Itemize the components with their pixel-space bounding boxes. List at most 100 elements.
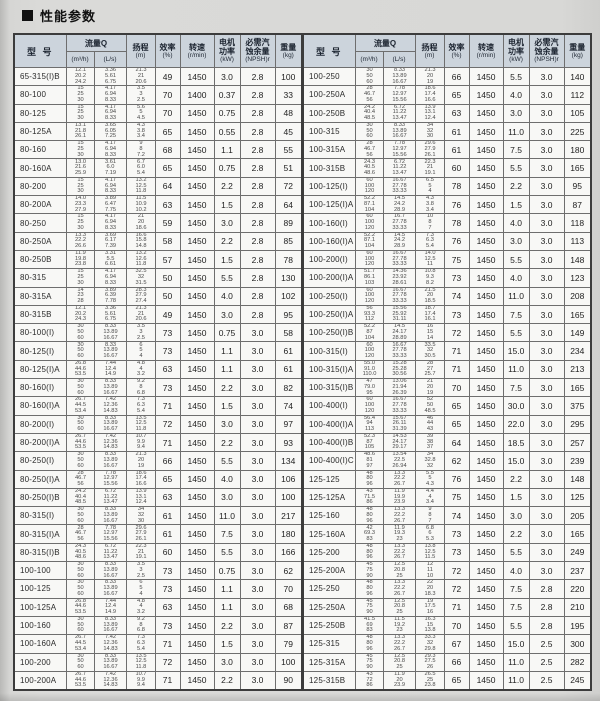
flow-m3h-value: 26.7 [74, 433, 86, 439]
flow-ls-value: 13.89 [391, 127, 407, 134]
table-row: 80-250(I) 30 50 60 8.33 13.89 16.67 21.3 20 19… [13, 451, 303, 471]
head-value: 32 [426, 640, 433, 646]
power-cell: 4.0 [502, 213, 530, 233]
flow-ls-value: 14.83 [102, 645, 118, 652]
table-row: 100-160 30 50 60 8.33 13.89 16.67 9.2 8 6.8 73… [13, 615, 303, 636]
flow-ls-value: 27.78 [391, 292, 407, 299]
flow-ls-value: 13.89 [102, 585, 118, 592]
efficiency-cell: 73 [154, 615, 181, 636]
pump-model-cell: 125-250 [302, 579, 356, 599]
flow-m3h-value: 50 [76, 567, 84, 573]
flow-m3h-value: 48 [365, 543, 373, 549]
table-row: 80-125(I)A 26.8 44.6 53.5 7.44 12.4 14.9 4.8… [13, 359, 303, 380]
flow-m3h-value: 60 [76, 591, 84, 597]
flow-m3h-cell: 60 100 120 [354, 396, 384, 416]
head-value: 32 [137, 274, 144, 280]
efficiency-cell: 73 [443, 268, 470, 288]
flow-ls-value: 8.33 [104, 451, 116, 458]
head-cell: 33.5 32 30.5 [414, 341, 445, 361]
power-cell: 5.5 [502, 542, 530, 563]
col-header-flow: 流量Q [65, 33, 127, 52]
flow-ls-cell: 16.67 27.78 33.33 [382, 176, 416, 197]
table-body-right: 100-250 30 50 60 8.33 13.89 16.67 21.3 20 19 6… [302, 66, 592, 691]
head-value: 9.2 [136, 616, 145, 622]
power-cell: 7.5 [213, 524, 241, 544]
speed-cell: 1450 [468, 121, 504, 142]
npsh-cell: 2.8 [239, 158, 276, 178]
npsh-cell: 3.0 [239, 670, 276, 691]
power-label2: 功率 [508, 47, 525, 56]
flow-m3h-cell: 15 25 30 [65, 140, 95, 160]
power-cell: 2.2 [213, 378, 241, 398]
head-cell: 22 20 18.3 [414, 579, 445, 599]
npsh-cell: 3.0 [528, 176, 565, 197]
flow-m3h-value: 60 [365, 177, 373, 183]
flow-m3h-cell: 52.2 87 104 [354, 323, 384, 343]
npsh-cell: 2.8 [239, 304, 276, 325]
head-cell: 16 15 14 [414, 323, 445, 343]
efficiency-cell: 72 [443, 323, 470, 343]
weight-cell: 166 [274, 542, 303, 563]
head-value: 20.6 [134, 78, 147, 85]
head-value: 26.1 [423, 151, 436, 158]
flow-m3h-value: 112 [364, 316, 374, 323]
speed-cell: 1450 [179, 341, 215, 361]
head-value: 16.6 [134, 481, 147, 487]
npsh-cell: 3.0 [239, 359, 276, 380]
efficiency-label: 效率 [448, 42, 465, 52]
table-row: 80-315B 12.1 20.2 24.3 3.36 5.61 6.75 21.3 21… [13, 304, 303, 325]
pump-model-cell: 125-125A [302, 487, 356, 508]
head-cell: 21 20 19 [414, 378, 445, 398]
efficiency-cell: 66 [443, 652, 470, 672]
flow-m3h-value: 52.2 [363, 232, 375, 238]
efficiency-cell: 65 [443, 414, 470, 434]
flow-ls-value: 13.3 [393, 470, 405, 476]
npsh-cell: 3.0 [528, 506, 565, 526]
section-title-label: 性能参数 [40, 9, 97, 24]
flow-ls-value: 3.89 [104, 195, 116, 202]
power-cell: 11.0 [502, 652, 530, 672]
head-value: 10 [426, 572, 433, 579]
col-header-weight: 重量 (kg) [563, 33, 592, 68]
flow-m3h-value: 24.3 [363, 158, 375, 165]
flow-m3h-cell: 28 46.7 56 [65, 469, 95, 489]
head-cell: 29.6 27.9 26.1 [414, 140, 445, 160]
head-value: 25.7 [423, 371, 436, 378]
weight-cell: 257 [563, 432, 592, 453]
flow-m3h-value: 30 [76, 506, 84, 513]
flow-m3h-value: 104 [364, 243, 374, 250]
npsh-cell: 3.0 [239, 451, 276, 471]
npsh-cell: 3.0 [528, 487, 565, 508]
head-value: 34 [426, 451, 433, 458]
npsh-cell: 2.8 [239, 231, 276, 251]
table-row: 100-160(I) 60 100 120 16.7 27.78 33.33 10 8 7 … [302, 213, 592, 233]
flow-m3h-value: 72 [365, 676, 373, 683]
speed-cell: 1450 [468, 304, 504, 325]
head-value: 4.3 [425, 195, 434, 202]
power-cell: 3.0 [502, 103, 530, 123]
npsh-cell: 3.0 [528, 103, 565, 123]
efficiency-cell: 72 [154, 652, 181, 672]
flow-m3h-value: 120 [364, 408, 374, 414]
flow-ls-value: 13.47 [102, 499, 118, 506]
flow-m3h-value: 120 [364, 353, 374, 359]
head-value: 6.5 [425, 177, 434, 183]
flow-ls-value: 6.47 [104, 201, 116, 207]
flow-m3h-value: 14 [76, 287, 84, 293]
head-unit: (m) [424, 51, 435, 59]
speed-cell: 1450 [468, 561, 504, 581]
head-value: 4.3 [425, 481, 434, 487]
efficiency-cell: 71 [154, 432, 181, 453]
table-row: 100-125A 26.8 44.6 53.5 7.44 12.4 14.9 4.8 4 3… [13, 597, 303, 617]
pump-model-cell: 100-200(I)A [302, 268, 356, 288]
power-cell: 2.2 [213, 231, 241, 251]
flow-m3h-value: 100 [364, 182, 374, 189]
weight-cell: 113 [563, 231, 592, 251]
head-value: 11.8 [135, 426, 146, 433]
efficiency-cell: 58 [154, 231, 181, 251]
flow-ls-cell: 13.3 22.2 26.7 [382, 634, 416, 654]
flow-ls-value: 7.78 [393, 85, 405, 92]
table-row: 80-200(I) 30 50 60 8.33 13.89 16.67 13.5 12.5… [13, 414, 303, 434]
head-value: 4 [138, 603, 143, 610]
